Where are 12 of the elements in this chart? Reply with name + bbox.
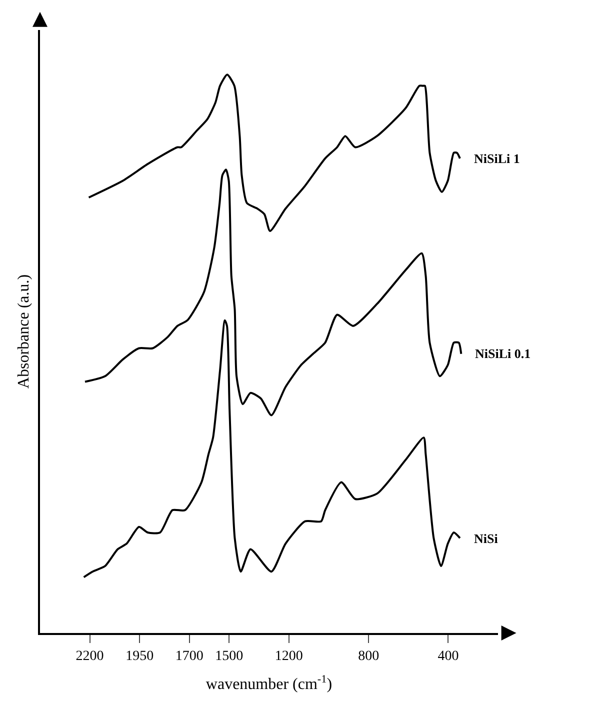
series-label: NiSiLi 1 xyxy=(474,151,520,166)
series-label: NiSi xyxy=(474,531,498,546)
x-axis-title: wavenumber (cm$^{-1}$) xyxy=(206,673,332,693)
x-tick-label: 1500 xyxy=(215,648,244,664)
y-axis-title: Absorbance (a.u.) xyxy=(15,274,32,389)
x-tick-label: 1200 xyxy=(274,648,303,664)
x-tick-label: 1950 xyxy=(126,648,154,664)
series-label: NiSiLi 0.1 xyxy=(475,346,531,361)
x-tick-label: 2200 xyxy=(76,648,104,664)
x-tick-label: 800 xyxy=(358,648,380,664)
x-tick-label: 400 xyxy=(438,648,459,664)
x-tick-label: 1700 xyxy=(175,648,204,664)
